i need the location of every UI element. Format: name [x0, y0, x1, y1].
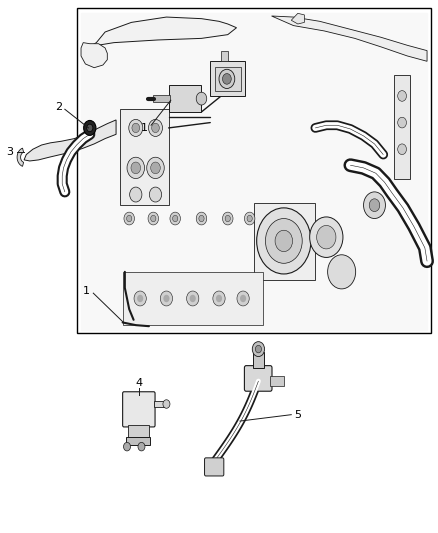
Circle shape — [87, 124, 93, 132]
Circle shape — [138, 442, 145, 451]
Circle shape — [223, 212, 233, 225]
Circle shape — [398, 91, 406, 101]
Circle shape — [237, 291, 249, 306]
Polygon shape — [253, 352, 264, 368]
Circle shape — [255, 345, 261, 353]
Text: 1: 1 — [141, 123, 148, 133]
Circle shape — [137, 295, 143, 302]
Polygon shape — [81, 43, 107, 68]
Circle shape — [216, 295, 222, 302]
Circle shape — [127, 215, 132, 222]
Circle shape — [151, 162, 160, 174]
Circle shape — [160, 291, 173, 306]
Circle shape — [190, 295, 196, 302]
Polygon shape — [24, 120, 116, 161]
Text: 1: 1 — [83, 286, 90, 296]
Circle shape — [199, 215, 204, 222]
Circle shape — [257, 208, 311, 274]
FancyBboxPatch shape — [244, 366, 272, 391]
Polygon shape — [254, 203, 315, 280]
Circle shape — [225, 215, 230, 222]
Circle shape — [163, 295, 170, 302]
Circle shape — [219, 69, 235, 88]
Circle shape — [134, 291, 146, 306]
Circle shape — [369, 199, 380, 212]
Circle shape — [275, 230, 293, 252]
Polygon shape — [272, 16, 427, 61]
Circle shape — [240, 295, 246, 302]
Polygon shape — [210, 61, 245, 96]
Circle shape — [147, 157, 164, 179]
Polygon shape — [221, 51, 228, 61]
Circle shape — [328, 255, 356, 289]
Circle shape — [247, 215, 252, 222]
Circle shape — [265, 219, 302, 263]
Circle shape — [84, 120, 96, 135]
Polygon shape — [153, 95, 170, 102]
FancyBboxPatch shape — [123, 392, 155, 427]
Circle shape — [317, 225, 336, 249]
Circle shape — [173, 215, 178, 222]
Circle shape — [151, 215, 156, 222]
Polygon shape — [128, 425, 149, 437]
Polygon shape — [83, 17, 237, 51]
Text: 4: 4 — [136, 378, 143, 387]
Circle shape — [187, 291, 199, 306]
Circle shape — [152, 123, 159, 133]
Polygon shape — [215, 67, 241, 91]
Circle shape — [132, 123, 140, 133]
Circle shape — [124, 212, 134, 225]
Circle shape — [252, 342, 265, 357]
Polygon shape — [126, 437, 150, 445]
Circle shape — [196, 92, 207, 105]
Circle shape — [129, 119, 143, 136]
Circle shape — [398, 144, 406, 155]
Circle shape — [124, 442, 131, 451]
Circle shape — [127, 157, 145, 179]
Polygon shape — [120, 109, 169, 205]
Text: 5: 5 — [294, 410, 301, 419]
Circle shape — [213, 291, 225, 306]
Polygon shape — [17, 148, 24, 166]
Circle shape — [163, 400, 170, 408]
Circle shape — [196, 212, 207, 225]
Polygon shape — [169, 85, 201, 112]
Circle shape — [223, 74, 231, 84]
Polygon shape — [81, 13, 427, 330]
Circle shape — [148, 212, 159, 225]
Bar — [77, 8, 431, 333]
Circle shape — [130, 187, 142, 202]
Circle shape — [364, 192, 385, 219]
Circle shape — [398, 117, 406, 128]
Circle shape — [148, 119, 162, 136]
Text: 2: 2 — [55, 102, 62, 111]
FancyBboxPatch shape — [205, 458, 224, 476]
Polygon shape — [270, 376, 284, 386]
Circle shape — [244, 212, 255, 225]
Circle shape — [149, 187, 162, 202]
Polygon shape — [154, 401, 165, 407]
Polygon shape — [123, 272, 263, 325]
Text: 3: 3 — [6, 147, 13, 157]
Polygon shape — [394, 75, 410, 179]
Circle shape — [131, 162, 141, 174]
Polygon shape — [291, 13, 304, 24]
Circle shape — [170, 212, 180, 225]
Circle shape — [310, 217, 343, 257]
